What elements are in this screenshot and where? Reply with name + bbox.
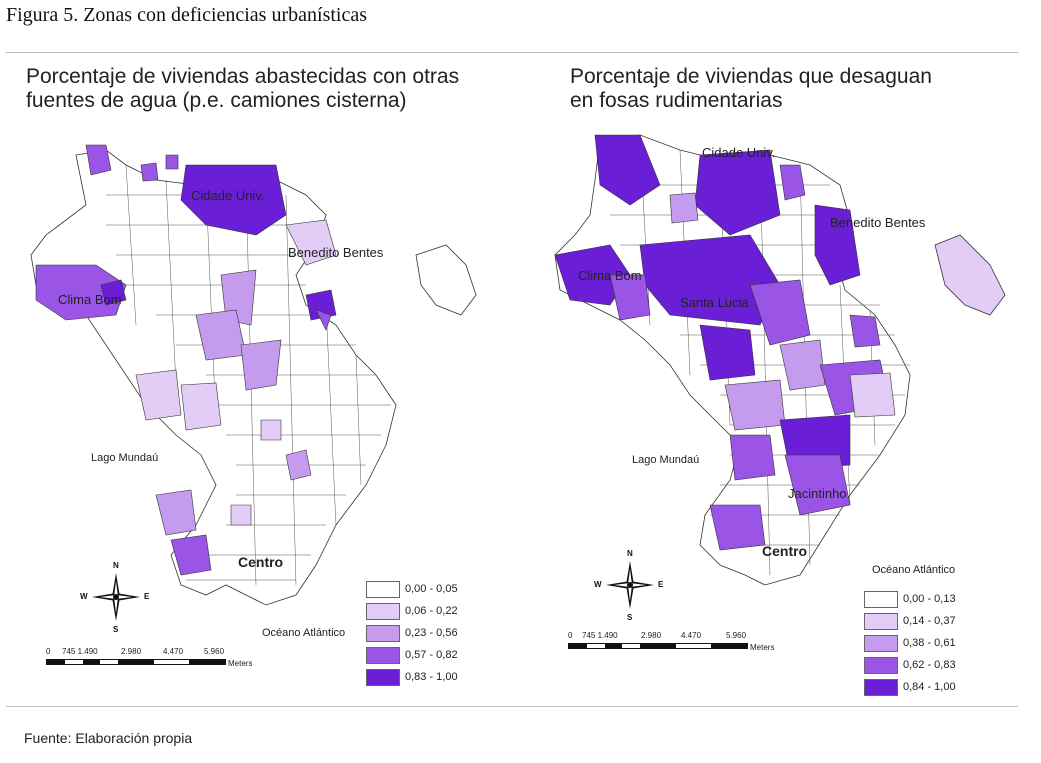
legend-label: 0,84 - 1,00 (903, 681, 956, 693)
compass-n: N (627, 549, 633, 558)
scale-bar-graphic (46, 659, 226, 665)
scale-tick: 4.470 (163, 647, 184, 656)
legend-item: 0,62 - 0,83 (864, 654, 956, 676)
legend-label: 0,83 - 1,00 (405, 671, 458, 683)
left-tract-cidade-univ (180, 164, 287, 236)
legend-label: 0,62 - 0,83 (903, 659, 956, 671)
compass-e: E (658, 580, 664, 589)
legend-swatch (366, 646, 400, 664)
left-tract-north-a (85, 144, 112, 176)
legend-label: 0,57 - 0,82 (405, 649, 458, 661)
legend-swatch (366, 580, 400, 598)
compass-e: E (144, 592, 150, 601)
left-north-arrow-icon: N S E W (80, 561, 150, 634)
scale-tick: 2.980 (121, 647, 142, 656)
scale-unit: Meters (228, 659, 253, 668)
legend-swatch (864, 634, 898, 652)
top-divider (6, 52, 1018, 53)
legend-label: 0,38 - 0,61 (903, 637, 956, 649)
legend-item: 0,14 - 0,37 (864, 610, 956, 632)
legend-item: 0,83 - 1,00 (366, 666, 458, 688)
right-label-santa-lucia: Santa Lucia (680, 295, 749, 310)
compass-s: S (113, 625, 119, 634)
right-northeast-area (934, 234, 1006, 316)
left-map-title: Porcentaje de viviendas abastecidas con … (26, 65, 460, 112)
left-label-lago-mundau: Lago Mundaú (91, 452, 159, 464)
compass-w: W (594, 580, 602, 589)
right-map-title: Porcentaje de viviendas que desaguan en … (570, 65, 932, 112)
compass-n: N (113, 561, 119, 570)
bottom-divider (6, 706, 1018, 707)
left-label-cidade-univ: Cidade Univ. (191, 188, 265, 203)
left-label-oceano: Océano Atlántico (262, 627, 346, 639)
right-label-lago-mundau: Lago Mundaú (632, 454, 700, 466)
left-label-clima-bom: Clima Bom (58, 292, 122, 307)
legend-label: 0,23 - 0,56 (405, 627, 458, 639)
scale-tick: 4.470 (681, 631, 702, 640)
right-map-graphic (554, 134, 1006, 586)
right-label-jacintinho: Jacintinho (788, 486, 847, 501)
left-tract-benedito (285, 219, 337, 266)
legend-swatch (366, 602, 400, 620)
legend-item: 0,06 - 0,22 (366, 600, 458, 622)
left-scale-bar: 0 745 1.490 2.980 4.470 5.960 Meters (46, 647, 252, 668)
legend-label: 0,14 - 0,37 (903, 615, 956, 627)
scale-bar-graphic (568, 643, 748, 649)
scale-tick: 0 (568, 631, 573, 640)
legend-item: 0,00 - 0,05 (366, 578, 458, 600)
legend-label: 0,00 - 0,13 (903, 593, 956, 605)
legend-item: 0,84 - 1,00 (864, 676, 956, 698)
scale-tick: 2.980 (641, 631, 662, 640)
left-tract-clima-bom (35, 264, 127, 321)
right-label-oceano: Océano Atlántico (872, 564, 956, 576)
legend-swatch (864, 590, 898, 608)
compass-s: S (627, 613, 633, 622)
legend-swatch (864, 656, 898, 674)
right-tract-benedito (814, 204, 861, 286)
source-note: Fuente: Elaboración propia (24, 730, 193, 746)
right-tract-north (594, 134, 661, 206)
left-legend: 0,00 - 0,05 0,06 - 0,22 0,23 - 0,56 0,57… (366, 578, 458, 688)
left-label-benedito-bentes: Benedito Bentes (288, 245, 384, 260)
legend-swatch (864, 678, 898, 696)
compass-w: W (80, 592, 88, 601)
scale-tick: 745 1.490 (62, 647, 98, 656)
scale-tick: 5.960 (204, 647, 225, 656)
right-scale-bar: 0 745 1.490 2.980 4.470 5.960 Meters (568, 631, 774, 652)
scale-tick: 0 (46, 647, 51, 656)
legend-item: 0,00 - 0,13 (864, 588, 956, 610)
scale-tick: 5.960 (726, 631, 747, 640)
legend-label: 0,00 - 0,05 (405, 583, 458, 595)
left-label-centro: Centro (238, 554, 284, 570)
legend-item: 0,23 - 0,56 (366, 622, 458, 644)
left-map-panel: Porcentaje de viviendas abastecidas con … (6, 55, 511, 705)
legend-label: 0,06 - 0,22 (405, 605, 458, 617)
legend-swatch (366, 668, 400, 686)
left-northeast-area (415, 244, 477, 316)
scale-unit: Meters (750, 643, 775, 652)
figure-caption: Figura 5. Zonas con deficiencias urbanís… (6, 4, 367, 26)
right-tract-jacintinho (784, 454, 851, 516)
right-label-benedito-bentes: Benedito Bentes (830, 215, 926, 230)
right-north-arrow-icon: N S E W (594, 549, 664, 622)
left-map-graphic (30, 144, 477, 606)
right-legend: 0,00 - 0,13 0,14 - 0,37 0,38 - 0,61 0,62… (864, 588, 956, 698)
right-tract-cidade-univ (694, 149, 781, 236)
scale-tick: 745 1.490 (582, 631, 618, 640)
legend-item: 0,38 - 0,61 (864, 632, 956, 654)
right-label-cidade-univ: Cidade Univ. (702, 145, 776, 160)
right-map-panel: Porcentaje de viviendas que desaguan en … (550, 55, 1041, 705)
right-label-clima-bom: Clima Bom (578, 268, 642, 283)
legend-swatch (864, 612, 898, 630)
right-label-centro: Centro (762, 543, 808, 559)
legend-swatch (366, 624, 400, 642)
legend-item: 0,57 - 0,82 (366, 644, 458, 666)
